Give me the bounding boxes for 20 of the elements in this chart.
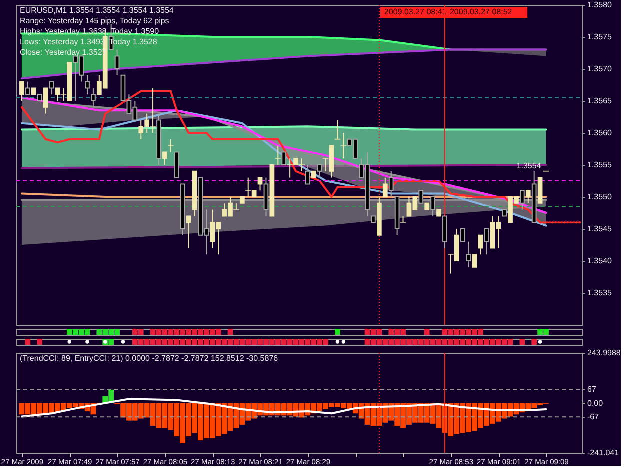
- y-tick-label: 67: [588, 384, 597, 394]
- y-tick-label: 1.3570: [588, 64, 613, 74]
- y-tick-label: 1.3580: [588, 0, 613, 10]
- y-tick-label: 1.3555: [588, 160, 613, 170]
- y-tick-label: -67: [588, 412, 600, 422]
- y-tick-label: 1.3550: [588, 192, 613, 202]
- chart-title: (TrendCCI: 89, EntryCCI: 21) 0.0000 -2.7872 -2.7872 152.8512 -30.5876: [20, 354, 279, 363]
- y-tick-label: 1.3575: [588, 32, 613, 42]
- y-tick-label: 1.3545: [588, 224, 613, 234]
- annotation: Range: Yesterday 145 pips, Today 62 pips: [20, 16, 170, 26]
- annotation: 1.3554: [516, 161, 542, 170]
- y-tick-label: -241.041: [588, 448, 620, 458]
- ref-line-label: 2009.03.27 08:52: [450, 8, 513, 16]
- y-tick-label: 0.00: [588, 398, 604, 408]
- y-tick-label: 243.9988: [588, 348, 622, 358]
- y-tick-label: 1.3565: [588, 96, 613, 106]
- y-tick-label: 1.3560: [588, 128, 613, 138]
- y-tick-label: 1.3535: [588, 288, 613, 298]
- y-tick-label: 1.3540: [588, 256, 613, 266]
- chart-title: EURUSD,M1 1.3554 1.3554 1.3554 1.3554: [20, 6, 174, 15]
